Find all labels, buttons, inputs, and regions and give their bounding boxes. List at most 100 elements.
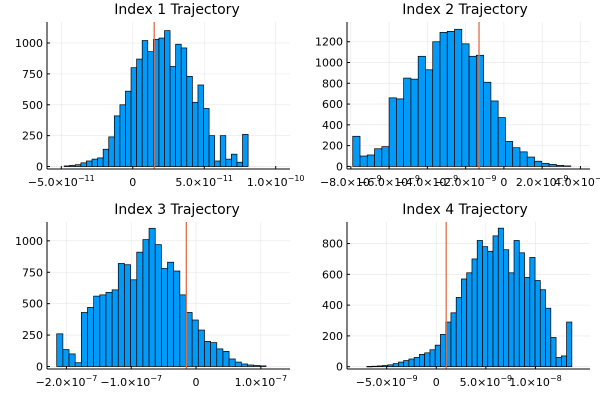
y-tick-label: 800 <box>322 238 343 251</box>
x-tick-label: 1.0×10−10 <box>247 174 305 189</box>
histogram-bar <box>545 307 552 368</box>
histogram-bar <box>105 292 113 367</box>
histogram-bar <box>136 251 144 367</box>
x-tick-label: 0 <box>433 376 440 389</box>
y-tick-label: 600 <box>322 98 343 111</box>
histogram-bar <box>148 227 156 367</box>
histogram-bar <box>476 240 483 368</box>
histogram-bar <box>560 355 567 368</box>
y-tick-label: 750 <box>22 68 43 81</box>
histogram-bar <box>396 98 404 167</box>
histogram-panel-4: Index 4 Trajectory 0 200 400 600 800 −5.0×10−9… <box>322 202 590 389</box>
histogram-bar <box>117 263 125 367</box>
histogram-bar <box>214 160 221 167</box>
histogram-bar <box>471 258 478 368</box>
x-tick-label: 2.0×10−9 <box>516 174 569 189</box>
histogram-bar <box>119 104 126 167</box>
histogram-bar <box>381 146 390 167</box>
histogram-bar <box>74 164 82 167</box>
histogram-bar <box>387 364 394 368</box>
histogram-bar <box>398 361 404 368</box>
histogram-bar <box>359 155 368 167</box>
y-tick-label: 0 <box>36 360 43 373</box>
histogram-bar <box>566 321 573 368</box>
x-tick-label: −1.0×10−7 <box>100 374 162 389</box>
histogram-bar <box>526 156 535 167</box>
histogram-bar <box>231 153 238 167</box>
histogram-bar <box>555 165 564 167</box>
histogram-bar <box>208 135 216 167</box>
histogram-bar <box>388 97 397 167</box>
histogram-bar <box>86 160 93 167</box>
histogram-bar <box>158 37 165 167</box>
histogram-bar <box>352 135 361 167</box>
histogram-bar <box>124 264 131 367</box>
histogram-bar <box>87 307 95 367</box>
histogram-bar <box>483 81 492 167</box>
panel-title: Index 4 Trajectory <box>402 202 527 218</box>
histogram-bar <box>475 54 484 167</box>
histogram-bar <box>192 101 199 167</box>
histogram-bar <box>111 289 119 367</box>
histogram-bar <box>204 341 211 367</box>
histogram-bar <box>236 161 243 167</box>
histogram-bar <box>203 108 210 167</box>
y-tick-label: 1000 <box>15 37 43 50</box>
y-tick-label: 750 <box>22 266 43 279</box>
histogram-bar <box>440 334 447 368</box>
histogram-bar <box>259 365 267 367</box>
histogram-bar <box>253 365 261 367</box>
histogram-bar <box>555 357 562 368</box>
histogram-bar <box>377 365 383 368</box>
histogram-bar <box>461 278 468 368</box>
histogram-bar <box>513 240 520 368</box>
histogram-bar <box>216 348 224 367</box>
histogram-panel-1: Index 1 Trajectory 0 250 500 750 1000 −5.0×10−… <box>15 2 305 189</box>
histogram-bar <box>80 312 88 367</box>
histogram-bar <box>503 249 510 368</box>
y-tick-label: 500 <box>22 99 43 112</box>
y-tick-label: 600 <box>322 268 343 281</box>
histogram-bar <box>417 55 426 167</box>
histogram-bar <box>425 69 434 167</box>
histogram-bar <box>173 270 181 367</box>
x-tick-label: 4.0×10−9 <box>554 174 600 189</box>
histogram-bar <box>403 77 412 167</box>
y-tick-label: 400 <box>322 119 343 132</box>
histogram-bar <box>125 90 132 167</box>
histogram-bar <box>439 32 448 167</box>
histogram-bar <box>136 58 143 167</box>
y-tick-label: 200 <box>322 140 343 153</box>
histogram-bar <box>142 239 150 367</box>
y-tick-label: 1200 <box>315 36 343 49</box>
histogram-bar <box>167 261 175 367</box>
histogram-bar <box>130 67 137 167</box>
histogram-bar <box>99 294 107 367</box>
histogram-bar <box>466 272 473 368</box>
x-tick-label: 0 <box>193 376 200 389</box>
x-tick-label: 5.0×10−9 <box>460 374 513 389</box>
histogram-bar <box>482 246 489 368</box>
histogram-bar <box>408 358 415 368</box>
histogram-bar <box>454 28 463 167</box>
histogram-bar <box>432 41 441 167</box>
x-tick-label: −2.0×10−9 <box>435 174 497 189</box>
x-tick-label: −5.0×10−11 <box>28 174 95 189</box>
x-tick-label: −5.0×10−9 <box>356 374 418 389</box>
panel-title: Index 2 Trajectory <box>402 2 527 18</box>
histogram-bar <box>186 76 193 167</box>
histogram-bar <box>410 78 419 167</box>
histogram-bar <box>550 337 557 368</box>
histogram-bar <box>492 235 499 368</box>
histogram-bar <box>219 135 227 167</box>
histogram-bar <box>529 257 536 368</box>
histogram-bar <box>91 158 98 167</box>
histogram-bar <box>424 352 431 368</box>
histogram-bar <box>434 344 441 368</box>
y-tick-label: 800 <box>322 77 343 90</box>
histogram-bar <box>512 147 521 167</box>
histogram-bar <box>191 319 199 367</box>
histogram-bar <box>374 148 383 167</box>
histogram-bar <box>461 43 470 167</box>
